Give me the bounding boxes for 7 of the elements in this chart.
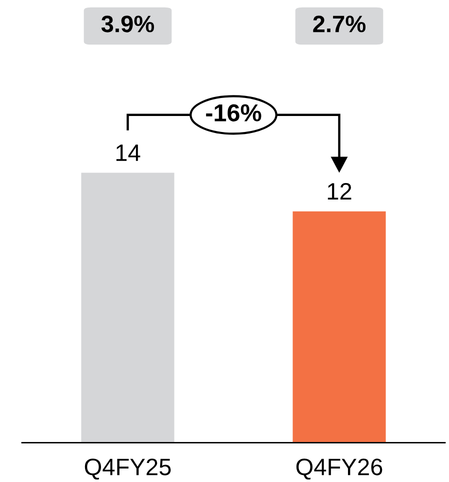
x-tick-label: Q4FY26 <box>296 458 382 480</box>
text: 2.7% <box>313 16 366 32</box>
text: 3.9% <box>101 16 154 32</box>
x-tick-label: Q4FY25 <box>84 458 171 480</box>
data-label: 14 <box>116 144 140 161</box>
data-label: 12 <box>328 182 352 200</box>
text: -16% <box>206 104 262 122</box>
